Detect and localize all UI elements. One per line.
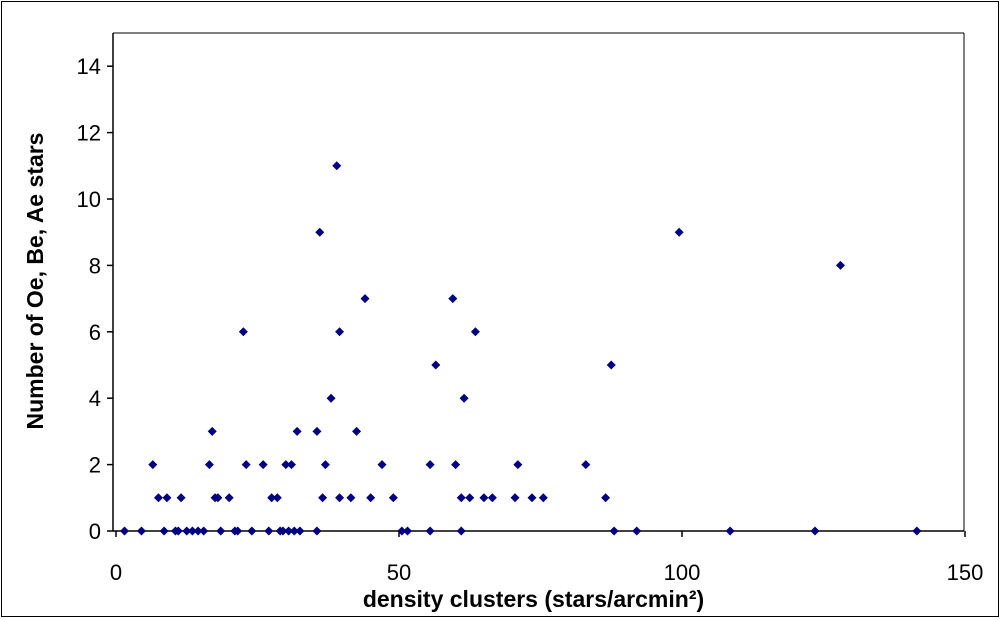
x-tick-label: 50 [387,560,411,585]
data-point [241,460,251,470]
data-point [388,493,398,503]
data-point [119,526,129,536]
data-point [513,460,523,470]
data-point [267,493,277,503]
data-point [397,526,407,536]
data-point [204,460,214,470]
data-point [318,493,328,503]
data-point [470,327,480,337]
data-point [431,360,441,370]
data-point [182,526,192,536]
data-point [465,493,475,503]
data-point [346,493,356,503]
data-point [258,460,268,470]
data-point [332,161,342,171]
data-point [538,493,548,503]
data-point [272,493,282,503]
data-point [479,493,489,503]
data-point [360,294,370,304]
y-tick-label: 10 [77,187,101,212]
data-point [425,460,435,470]
data-point [148,460,158,470]
data-point [213,493,223,503]
y-tick-label: 4 [89,386,101,411]
data-point [264,526,274,536]
data-points [119,161,922,536]
data-point [315,227,325,237]
data-point [606,360,616,370]
data-point [527,493,537,503]
data-point [674,227,684,237]
data-point [459,393,469,403]
y-tick-label: 14 [77,54,101,79]
data-point [912,526,922,536]
data-point [216,526,226,536]
data-point [425,526,435,536]
data-point [193,526,203,536]
data-point [247,526,257,536]
data-point [581,460,591,470]
data-point [173,526,183,536]
data-point [278,526,288,536]
x-tick-label: 0 [110,560,122,585]
data-point [162,493,172,503]
y-axis-ticks: 0 2 4 6 8 10 12 14 [77,54,113,544]
data-point [326,393,336,403]
data-point [835,260,845,270]
data-point [312,426,322,436]
data-point [456,493,466,503]
data-point [312,526,322,536]
axes [112,32,965,532]
data-point [176,493,186,503]
data-point [224,493,234,503]
y-tick-label: 2 [89,453,101,478]
data-point [159,526,169,536]
data-point [153,493,163,503]
data-point [456,526,466,536]
data-point [632,526,642,536]
data-point [320,460,330,470]
data-point [810,526,820,536]
data-point [402,526,412,536]
data-point [289,526,299,536]
data-point [238,327,248,337]
y-tick-label: 8 [89,253,101,278]
data-point [136,526,146,536]
data-point [725,526,735,536]
data-point [187,526,197,536]
data-point [295,526,305,536]
data-point [366,493,376,503]
x-axis-ticks: 0 50 100 150 [110,531,983,585]
data-point [487,493,497,503]
data-point [199,526,209,536]
data-point [284,526,294,536]
data-point [281,460,291,470]
y-tick-label: 0 [89,519,101,544]
data-point [448,294,458,304]
data-point [207,426,217,436]
x-axis-title: density clusters (stars/arcmin²) [363,586,704,612]
y-tick-label: 6 [89,320,101,345]
data-point [377,460,387,470]
y-axis-title: Number of Oe, Be, Ae stars [22,133,48,430]
x-tick-label: 150 [947,560,984,585]
data-point [292,426,302,436]
data-point [451,460,461,470]
data-point [335,327,345,337]
data-point [601,493,611,503]
x-tick-label: 100 [664,560,701,585]
data-point [352,426,362,436]
data-point [510,493,520,503]
data-point [335,493,345,503]
data-point [609,526,619,536]
y-tick-label: 12 [77,121,101,146]
data-point [233,526,243,536]
data-point [286,460,296,470]
